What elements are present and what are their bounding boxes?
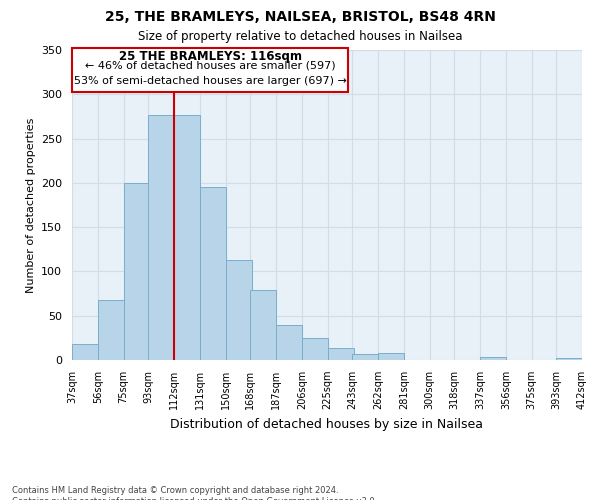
Bar: [302, 338, 328, 360]
Text: Size of property relative to detached houses in Nailsea: Size of property relative to detached ho…: [138, 30, 462, 43]
Bar: [378, 353, 404, 360]
Bar: [480, 358, 506, 360]
Text: Contains HM Land Registry data © Crown copyright and database right 2024.: Contains HM Land Registry data © Crown c…: [12, 486, 338, 495]
Bar: [124, 183, 149, 360]
Bar: [276, 324, 302, 360]
Bar: [72, 344, 98, 360]
Bar: [250, 290, 276, 360]
Bar: [200, 188, 226, 360]
Bar: [328, 348, 353, 360]
Text: 25 THE BRAMLEYS: 116sqm: 25 THE BRAMLEYS: 116sqm: [119, 50, 302, 63]
Text: Contains public sector information licensed under the Open Government Licence v3: Contains public sector information licen…: [12, 498, 377, 500]
Bar: [352, 354, 378, 360]
Text: 25, THE BRAMLEYS, NAILSEA, BRISTOL, BS48 4RN: 25, THE BRAMLEYS, NAILSEA, BRISTOL, BS48…: [104, 10, 496, 24]
Text: ← 46% of detached houses are smaller (597): ← 46% of detached houses are smaller (59…: [85, 60, 335, 70]
Y-axis label: Number of detached properties: Number of detached properties: [26, 118, 35, 292]
FancyBboxPatch shape: [72, 48, 348, 92]
Text: 53% of semi-detached houses are larger (697) →: 53% of semi-detached houses are larger (…: [74, 76, 346, 86]
Bar: [148, 114, 174, 360]
Bar: [556, 358, 582, 360]
Bar: [98, 300, 124, 360]
Bar: [226, 260, 251, 360]
Bar: [174, 114, 200, 360]
X-axis label: Distribution of detached houses by size in Nailsea: Distribution of detached houses by size …: [170, 418, 484, 430]
